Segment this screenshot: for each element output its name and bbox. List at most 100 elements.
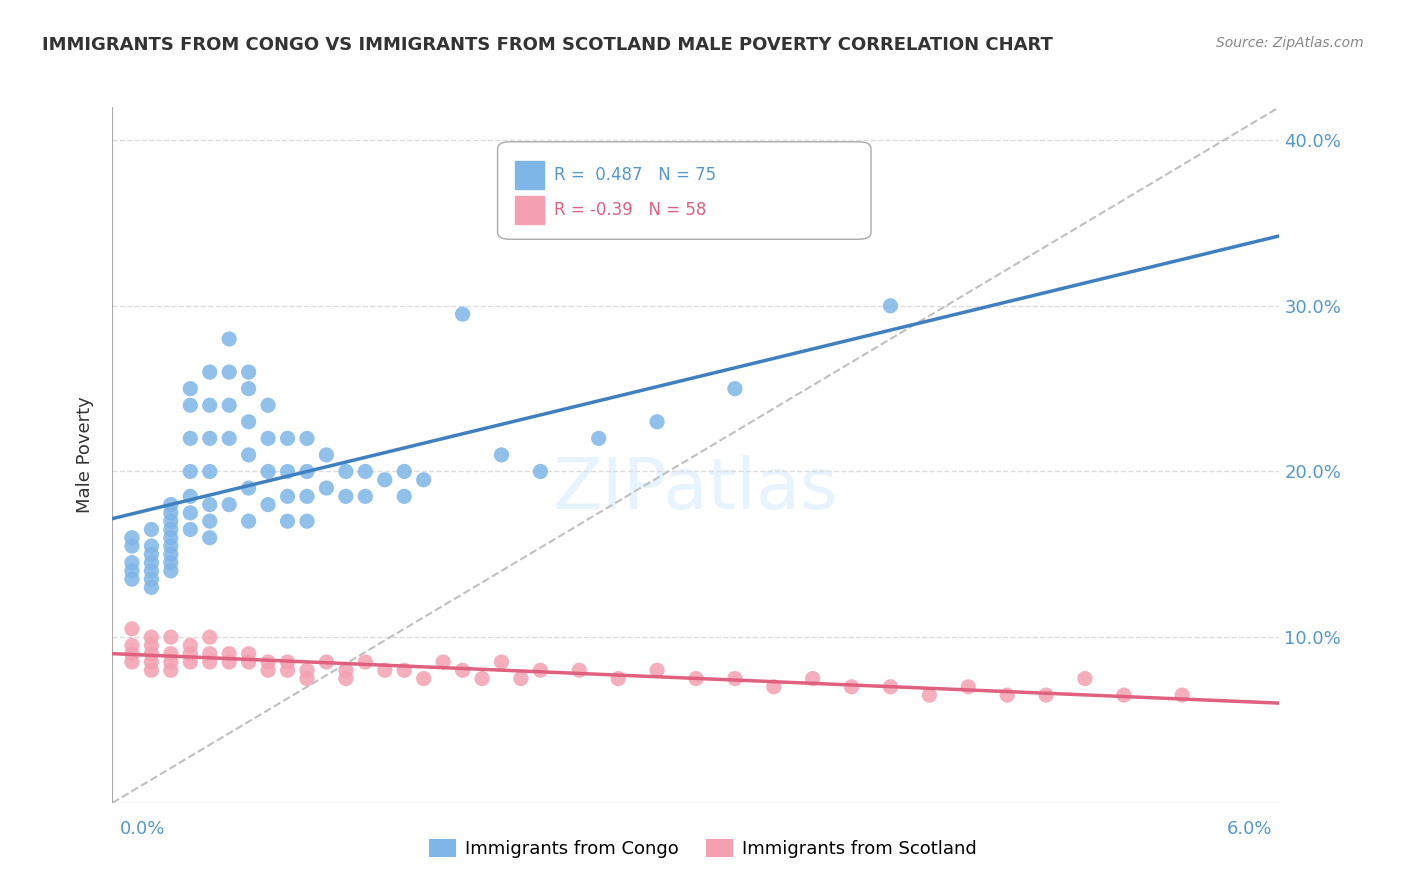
Point [179,655,201,669]
Point [1074,672,1097,686]
Point [121,622,143,636]
Point [276,465,298,479]
Point [198,365,221,379]
Point [141,647,163,661]
Bar [515,196,544,224]
Point [529,663,551,677]
Point [238,514,260,528]
Point [335,663,357,677]
Point [218,647,240,661]
Point [141,572,163,586]
Point [354,655,377,669]
Point [607,672,630,686]
Point [198,465,221,479]
Point [179,639,201,653]
Point [238,448,260,462]
Point [276,655,298,669]
Point [121,572,143,586]
Point [432,655,454,669]
Point [257,498,280,512]
Point [238,481,260,495]
Text: 0.0%: 0.0% [120,820,165,838]
Bar [515,161,544,189]
Point [451,663,474,677]
Point [841,680,863,694]
Point [257,431,280,445]
Y-axis label: Male Poverty: Male Poverty [76,397,94,513]
Point [160,506,183,520]
Point [295,663,318,677]
Point [335,465,357,479]
Text: IMMIGRANTS FROM CONGO VS IMMIGRANTS FROM SCOTLAND MALE POVERTY CORRELATION CHART: IMMIGRANTS FROM CONGO VS IMMIGRANTS FROM… [42,36,1053,54]
Point [179,489,201,503]
Point [179,382,201,396]
Point [451,307,474,321]
Point [160,498,183,512]
Point [198,498,221,512]
Point [295,465,318,479]
Point [1035,688,1057,702]
Point [257,465,280,479]
Text: Source: ZipAtlas.com: Source: ZipAtlas.com [1216,36,1364,50]
Point [160,647,183,661]
Point [374,663,396,677]
Point [160,539,183,553]
Point [218,398,240,412]
Point [218,365,240,379]
Point [295,489,318,503]
Point [392,465,416,479]
Point [179,465,201,479]
Point [198,531,221,545]
Point [121,564,143,578]
Point [121,539,143,553]
Point [141,581,163,595]
Point [179,647,201,661]
Point [957,680,980,694]
Text: R =  0.487   N = 75: R = 0.487 N = 75 [554,166,716,185]
Text: 6.0%: 6.0% [1227,820,1272,838]
Point [295,514,318,528]
Point [685,672,707,686]
Point [568,663,591,677]
Point [198,514,221,528]
Point [1112,688,1135,702]
FancyBboxPatch shape [498,142,870,239]
Point [879,680,901,694]
Point [374,473,396,487]
Point [141,564,163,578]
Point [141,655,163,669]
Point [238,365,260,379]
Point [1171,688,1194,702]
Point [238,655,260,669]
Point [315,655,337,669]
Text: ZIPatlas: ZIPatlas [553,455,839,524]
Point [121,647,143,661]
Point [276,663,298,677]
Point [276,431,298,445]
Point [724,672,747,686]
Text: R = -0.39   N = 58: R = -0.39 N = 58 [554,201,706,219]
Point [315,448,337,462]
Point [471,672,494,686]
Point [141,539,163,553]
Point [160,663,183,677]
Point [724,382,747,396]
Point [392,489,416,503]
Point [121,655,143,669]
Point [354,465,377,479]
Point [160,523,183,537]
Point [141,556,163,570]
Point [160,547,183,561]
Point [257,655,280,669]
Point [645,663,668,677]
Point [218,332,240,346]
Point [179,523,201,537]
Point [121,531,143,545]
Point [529,465,551,479]
Point [257,398,280,412]
Point [141,630,163,644]
Point [762,680,785,694]
Point [121,556,143,570]
Point [276,514,298,528]
Point [588,431,610,445]
